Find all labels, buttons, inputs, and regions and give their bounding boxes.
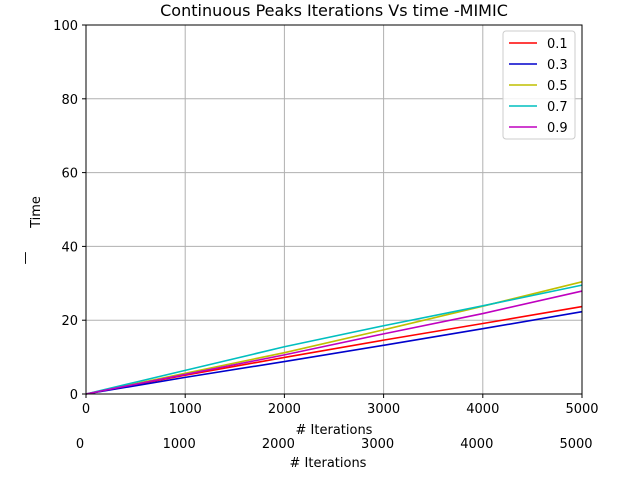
ghost-x-tick-label: 0: [76, 437, 84, 452]
legend-label: 0.3: [547, 58, 568, 73]
series-line-0.3: [85, 310, 583, 395]
series-line-0.9: [85, 290, 583, 395]
series-lines: [85, 281, 583, 395]
x-tick-label: 3000: [367, 402, 400, 417]
y-axis-title: Time: [29, 196, 44, 229]
y-tick-label: 20: [61, 314, 78, 329]
plot-background: [86, 25, 582, 394]
legend-label: 0.1: [547, 37, 568, 52]
ghost-clip-mask: [60, 425, 600, 437]
ghost-x-tick-label: 2000: [262, 437, 295, 452]
legend-label: 0.5: [547, 79, 568, 94]
ghost-x-tick-label: 4000: [460, 437, 493, 452]
y-tick-label: 80: [61, 93, 78, 108]
y-axis-fragment: —: [18, 252, 33, 265]
y-tick-label: 100: [53, 19, 78, 34]
axis-ticks: 0 1000 2000 3000 4000 5000 0 20 40 60 80 100: [53, 19, 598, 417]
y-tick-label: 0: [70, 388, 78, 403]
legend-box: [502, 30, 576, 140]
x-tick-label: 2000: [268, 402, 301, 417]
ghost-x-tick-label: 5000: [559, 437, 592, 452]
series-line-0.7: [85, 284, 583, 395]
plot-frame: [85, 24, 583, 395]
x-tick-label: 4000: [466, 402, 499, 417]
x-tick-label: 0: [82, 402, 90, 417]
y-tick-label: 40: [61, 240, 78, 255]
legend-label: 0.9: [547, 121, 568, 136]
ghost-x-tick-label: 3000: [361, 437, 394, 452]
ghost-x-axis: # Iterations 0 1000 2000 3000 4000 5000 # Iter…: [60, 423, 600, 471]
ghost-x-tick-label: 1000: [163, 437, 196, 452]
legend: 0.1 0.3 0.5 0.7 0.9: [502, 30, 576, 140]
legend-label: 0.7: [547, 100, 568, 115]
ghost-x-axis-title: # Iterations: [290, 456, 367, 471]
chart-title: Continuous Peaks Iterations Vs time -MIM…: [160, 1, 508, 20]
x-tick-label: 5000: [565, 402, 598, 417]
x-tick-label: 1000: [169, 402, 202, 417]
x-axis-title-overlay: # Iterations: [296, 423, 373, 438]
y-tick-label: 60: [61, 167, 78, 182]
grid-lines: [85, 24, 583, 395]
